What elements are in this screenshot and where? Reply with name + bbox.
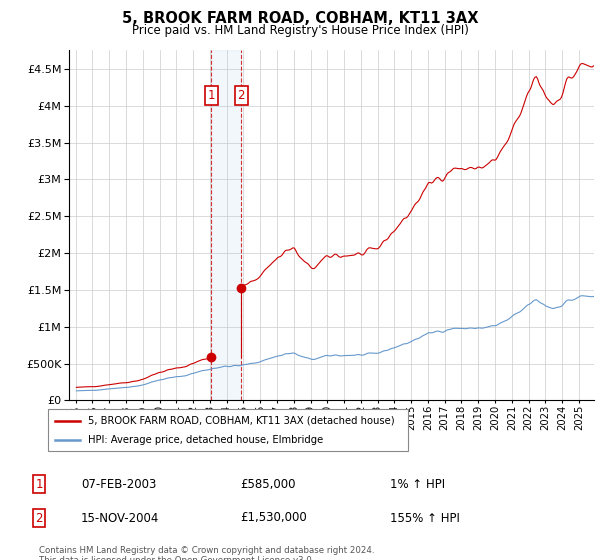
Text: 155% ↑ HPI: 155% ↑ HPI — [390, 511, 460, 525]
Text: £1,530,000: £1,530,000 — [240, 511, 307, 525]
Text: 07-FEB-2003: 07-FEB-2003 — [81, 478, 157, 491]
Text: 2: 2 — [35, 511, 43, 525]
Text: 5, BROOK FARM ROAD, COBHAM, KT11 3AX (detached house): 5, BROOK FARM ROAD, COBHAM, KT11 3AX (de… — [88, 416, 394, 426]
Text: £585,000: £585,000 — [240, 478, 296, 491]
Text: 5, BROOK FARM ROAD, COBHAM, KT11 3AX: 5, BROOK FARM ROAD, COBHAM, KT11 3AX — [122, 11, 478, 26]
Text: HPI: Average price, detached house, Elmbridge: HPI: Average price, detached house, Elmb… — [88, 435, 323, 445]
Text: Price paid vs. HM Land Registry's House Price Index (HPI): Price paid vs. HM Land Registry's House … — [131, 24, 469, 36]
Text: 2: 2 — [238, 90, 245, 102]
FancyBboxPatch shape — [48, 409, 408, 451]
Text: 1% ↑ HPI: 1% ↑ HPI — [390, 478, 445, 491]
Text: 1: 1 — [35, 478, 43, 491]
Text: 1: 1 — [208, 90, 215, 102]
Text: 15-NOV-2004: 15-NOV-2004 — [81, 511, 160, 525]
Bar — [211, 50, 241, 400]
Text: Contains HM Land Registry data © Crown copyright and database right 2024.
This d: Contains HM Land Registry data © Crown c… — [39, 546, 374, 560]
